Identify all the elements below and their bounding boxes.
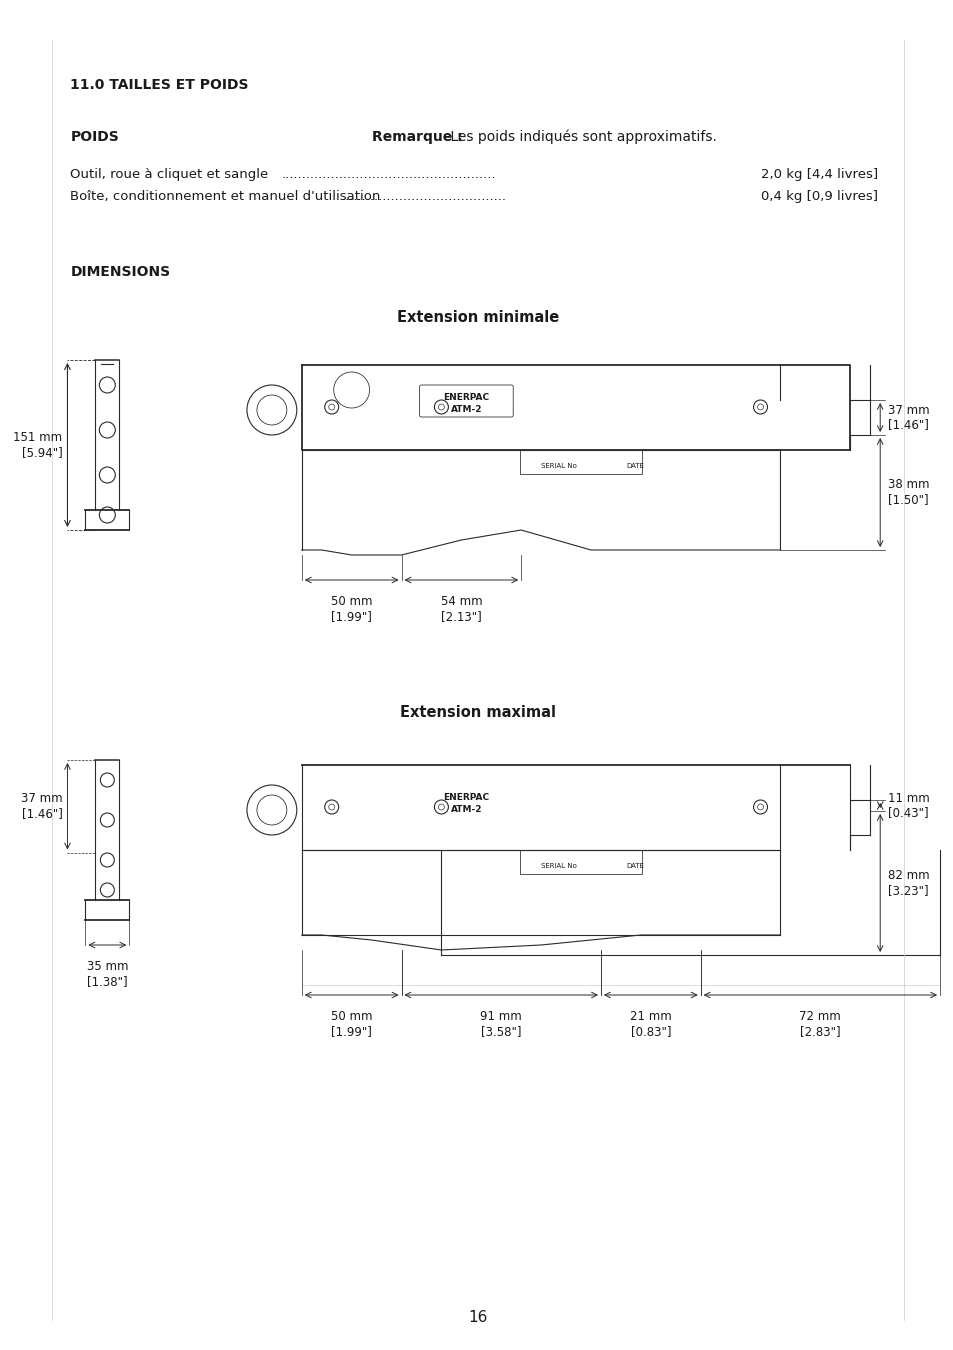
Text: SERIAL No: SERIAL No [540, 863, 577, 869]
Text: 11 mm
[0.43"]: 11 mm [0.43"] [887, 791, 929, 819]
Text: 54 mm
[2.13"]: 54 mm [2.13"] [440, 595, 481, 622]
Text: 16: 16 [468, 1310, 488, 1324]
Text: DIMENSIONS: DIMENSIONS [71, 265, 171, 279]
Text: 50 mm
[1.99"]: 50 mm [1.99"] [331, 1010, 372, 1038]
Text: ENERPAC: ENERPAC [443, 792, 489, 802]
Text: 82 mm
[3.23"]: 82 mm [3.23"] [887, 869, 929, 896]
Text: Les poids indiqués sont approximatifs.: Les poids indiqués sont approximatifs. [446, 130, 717, 144]
Text: 37 mm
[1.46"]: 37 mm [1.46"] [887, 404, 929, 432]
Text: Extension maximal: Extension maximal [400, 705, 556, 720]
Text: ATM-2: ATM-2 [450, 405, 481, 414]
Text: 37 mm
[1.46"]: 37 mm [1.46"] [21, 792, 62, 821]
Text: 38 mm
[1.50"]: 38 mm [1.50"] [887, 478, 929, 506]
Text: Extension minimale: Extension minimale [396, 310, 558, 325]
Text: SERIAL No: SERIAL No [540, 463, 577, 468]
Text: ENERPAC: ENERPAC [443, 393, 489, 402]
Text: POIDS: POIDS [71, 130, 119, 144]
Text: 11.0 TAILLES ET POIDS: 11.0 TAILLES ET POIDS [71, 78, 249, 92]
Text: DATE: DATE [625, 463, 643, 468]
Text: 21 mm
[0.83"]: 21 mm [0.83"] [629, 1010, 671, 1038]
Text: ........................................: ........................................ [341, 190, 506, 202]
Text: 2,0 kg [4,4 livres]: 2,0 kg [4,4 livres] [760, 167, 877, 181]
Text: 35 mm
[1.38"]: 35 mm [1.38"] [87, 960, 128, 988]
Text: Outil, roue à cliquet et sangle: Outil, roue à cliquet et sangle [71, 167, 269, 181]
Text: 91 mm
[3.58"]: 91 mm [3.58"] [480, 1010, 521, 1038]
Text: 72 mm
[2.83"]: 72 mm [2.83"] [799, 1010, 841, 1038]
Text: 50 mm
[1.99"]: 50 mm [1.99"] [331, 595, 372, 622]
Text: 0,4 kg [0,9 livres]: 0,4 kg [0,9 livres] [760, 190, 877, 202]
Text: ....................................................: ........................................… [281, 167, 496, 181]
Text: DATE: DATE [625, 863, 643, 869]
Text: 151 mm
[5.94"]: 151 mm [5.94"] [13, 431, 62, 459]
Text: ATM-2: ATM-2 [450, 805, 481, 814]
Text: Boîte, conditionnement et manuel d'utilisation: Boîte, conditionnement et manuel d'utili… [71, 190, 380, 202]
Text: Remarque :: Remarque : [372, 130, 462, 144]
